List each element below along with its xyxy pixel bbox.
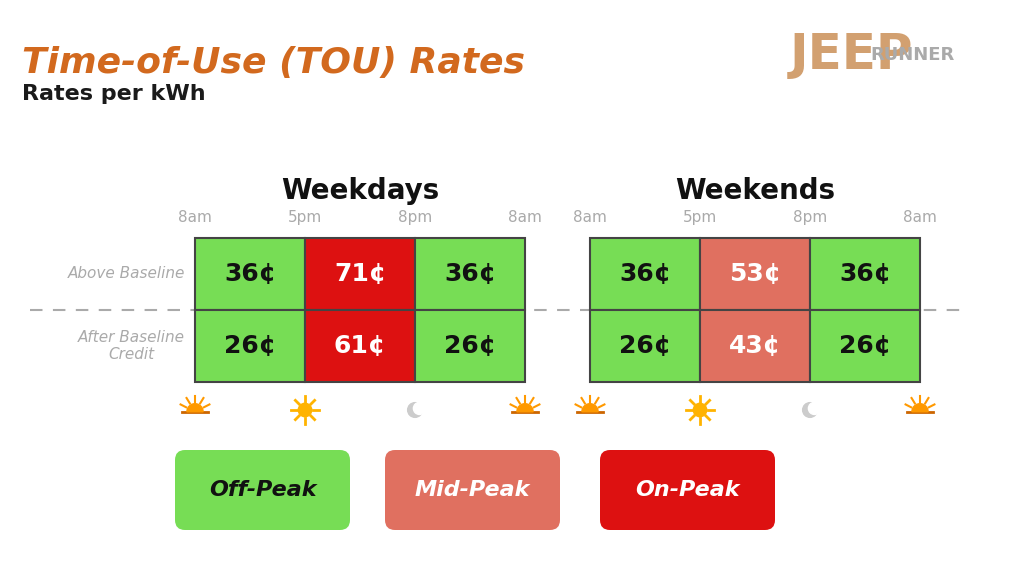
Text: 8pm: 8pm — [793, 210, 827, 225]
Text: Weekdays: Weekdays — [281, 177, 439, 205]
Text: 8am: 8am — [903, 210, 937, 225]
Polygon shape — [912, 404, 928, 412]
Text: RUNNER: RUNNER — [870, 46, 954, 64]
Bar — [700, 238, 810, 310]
Text: Rates per kWh: Rates per kWh — [22, 84, 206, 104]
Circle shape — [808, 402, 820, 415]
Text: Off-Peak: Off-Peak — [209, 480, 316, 500]
Text: 26¢: 26¢ — [618, 334, 671, 358]
Bar — [415, 238, 525, 310]
Text: 26¢: 26¢ — [224, 334, 276, 358]
Text: 36¢: 36¢ — [839, 262, 891, 286]
FancyBboxPatch shape — [600, 450, 775, 530]
Bar — [305, 238, 415, 310]
Bar — [590, 310, 700, 382]
Polygon shape — [517, 404, 534, 412]
Text: 8am: 8am — [178, 210, 212, 225]
Text: Above Baseline: Above Baseline — [68, 267, 185, 282]
Text: 26¢: 26¢ — [444, 334, 496, 358]
Text: 71¢: 71¢ — [334, 262, 386, 286]
Text: JEEP: JEEP — [790, 31, 913, 79]
Circle shape — [408, 403, 422, 418]
Bar — [305, 310, 415, 382]
Text: 61¢: 61¢ — [334, 334, 386, 358]
Text: Weekends: Weekends — [675, 177, 835, 205]
Text: Mid-Peak: Mid-Peak — [415, 480, 530, 500]
Text: 36¢: 36¢ — [618, 262, 671, 286]
Text: After Baseline
Credit: After Baseline Credit — [78, 330, 185, 362]
Bar — [810, 310, 920, 382]
Text: 26¢: 26¢ — [839, 334, 891, 358]
Circle shape — [803, 403, 817, 418]
Bar — [195, 238, 305, 310]
Bar — [590, 238, 700, 310]
Circle shape — [298, 403, 311, 416]
Polygon shape — [187, 404, 203, 412]
Circle shape — [414, 402, 426, 415]
Bar — [810, 238, 920, 310]
FancyBboxPatch shape — [175, 450, 350, 530]
Bar — [415, 310, 525, 382]
Text: 8am: 8am — [573, 210, 607, 225]
Bar — [700, 310, 810, 382]
Polygon shape — [582, 404, 598, 412]
Bar — [195, 310, 305, 382]
Text: 36¢: 36¢ — [224, 262, 276, 286]
Text: 8am: 8am — [508, 210, 542, 225]
FancyBboxPatch shape — [385, 450, 560, 530]
Text: 5pm: 5pm — [683, 210, 717, 225]
Text: 36¢: 36¢ — [444, 262, 496, 286]
Circle shape — [693, 403, 707, 416]
Text: On-Peak: On-Peak — [635, 480, 739, 500]
Text: Time-of-Use (TOU) Rates: Time-of-Use (TOU) Rates — [22, 46, 525, 80]
Text: 5pm: 5pm — [288, 210, 323, 225]
Text: 43¢: 43¢ — [729, 334, 781, 358]
Text: 8pm: 8pm — [398, 210, 432, 225]
Text: 53¢: 53¢ — [729, 262, 781, 286]
